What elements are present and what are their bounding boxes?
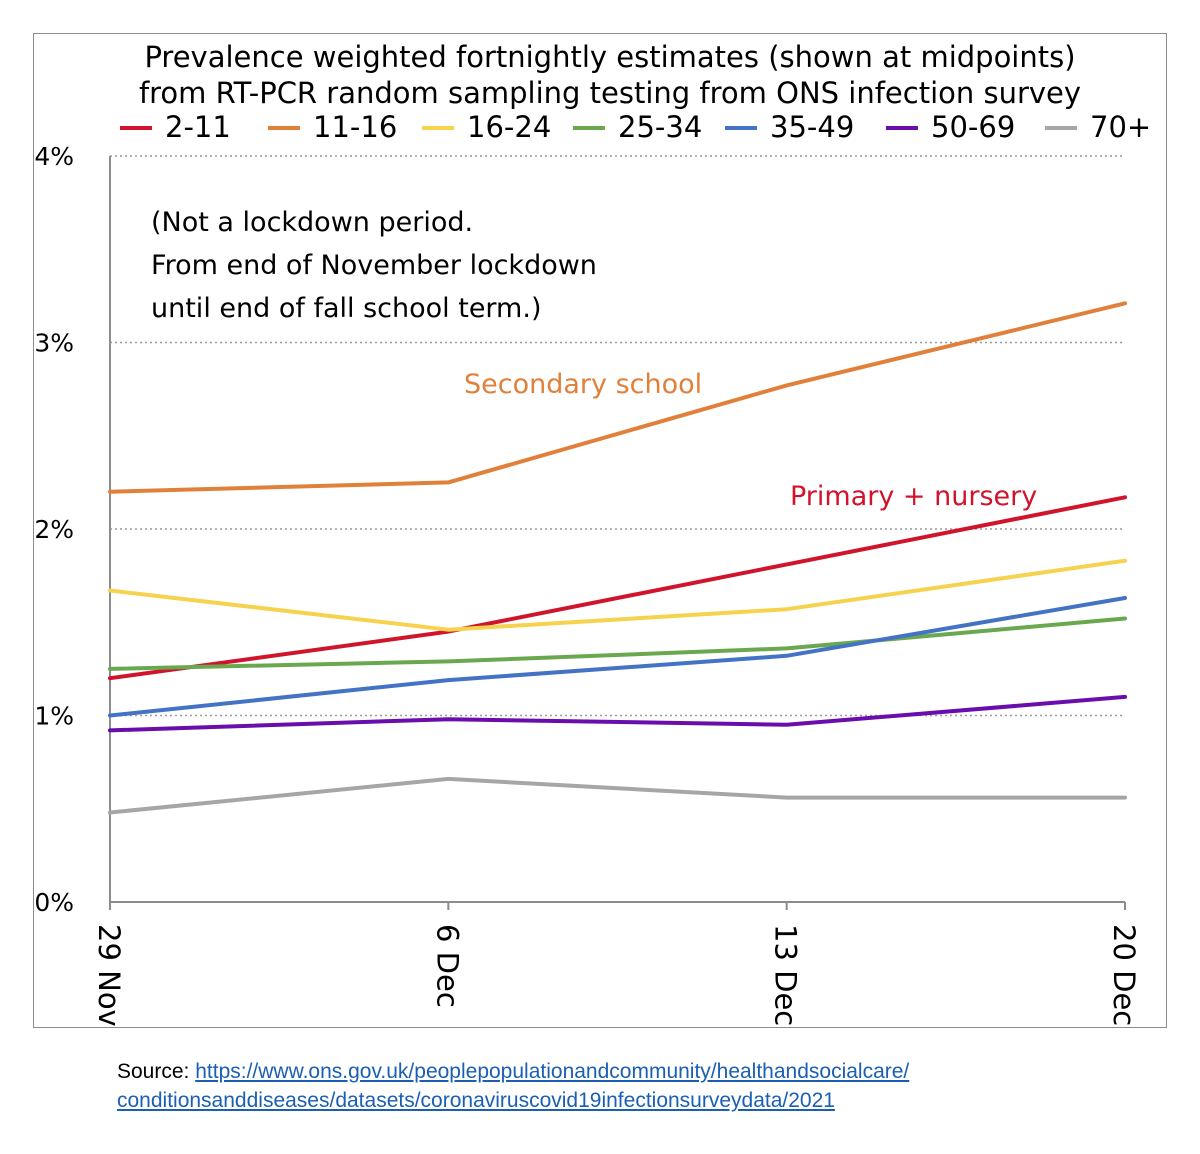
source-label: Source:: [117, 1060, 196, 1083]
legend-label-35-49: 35-49: [770, 110, 854, 144]
chart-frame: [33, 33, 1167, 1028]
y-tick-label: 0%: [34, 888, 74, 917]
source-link-line-1: https://www.ons.gov.uk/peoplepopulationa…: [195, 1060, 910, 1083]
source-note: Source: https://www.ons.gov.uk/peoplepop…: [117, 1057, 1177, 1115]
legend: 2-11 11-16 16-24 25-34 35-49 50-69 70+: [120, 110, 1151, 144]
chart-title: Prevalence weighted fortnightly estimate…: [139, 40, 1081, 110]
legend-label-2-11: 2-11: [165, 110, 231, 144]
series-line-50-69: [108, 694, 1127, 733]
series-line-35-49: [108, 596, 1127, 718]
annotation: (Not a lockdown period. From end of Nove…: [151, 207, 597, 324]
y-tick-label: 1%: [34, 702, 74, 731]
title-line-2: from RT-PCR random sampling testing from…: [139, 76, 1081, 110]
legend-label-50-69: 50-69: [931, 110, 1015, 144]
y-tick-label: 4%: [34, 142, 74, 171]
x-tick-label: 20 Dec: [1107, 924, 1141, 1026]
axes: 0% 1% 2% 3% 4% 29 Nov 6 Dec 13 Dec 20 Dec: [34, 142, 1141, 1027]
y-tick-label: 3%: [34, 329, 74, 358]
series-labels: Secondary school Primary + nursery: [464, 369, 1037, 512]
x-tick-label: 29 Nov: [92, 924, 126, 1027]
series-line-70+: [108, 776, 1127, 815]
source-link[interactable]: https://www.ons.gov.uk/peoplepopulationa…: [117, 1060, 909, 1112]
legend-label-70+: 70+: [1090, 110, 1151, 144]
legend-label-25-34: 25-34: [618, 110, 702, 144]
y-tick-label: 2%: [34, 515, 74, 544]
series-line-11-16: [108, 301, 1127, 494]
x-tick-label: 13 Dec: [769, 924, 803, 1026]
annotation-line-3: until end of fall school term.): [151, 293, 541, 324]
source-link-line-2: conditionsanddiseases/datasets/coronavir…: [117, 1089, 835, 1112]
legend-label-16-24: 16-24: [467, 110, 551, 144]
series-label-primary-nursery: Primary + nursery: [790, 481, 1037, 512]
series-line-25-34: [108, 616, 1127, 671]
annotation-line-2: From end of November lockdown: [151, 250, 597, 281]
title-line-1: Prevalence weighted fortnightly estimate…: [144, 40, 1075, 74]
series-line-2-11: [108, 495, 1127, 681]
series-line-16-24: [108, 558, 1127, 632]
annotation-line-1: (Not a lockdown period.: [151, 207, 473, 238]
x-tick-label: 6 Dec: [430, 924, 464, 1008]
legend-label-11-16: 11-16: [313, 110, 397, 144]
series-lines: [108, 301, 1127, 815]
series-label-secondary-school: Secondary school: [464, 369, 702, 400]
